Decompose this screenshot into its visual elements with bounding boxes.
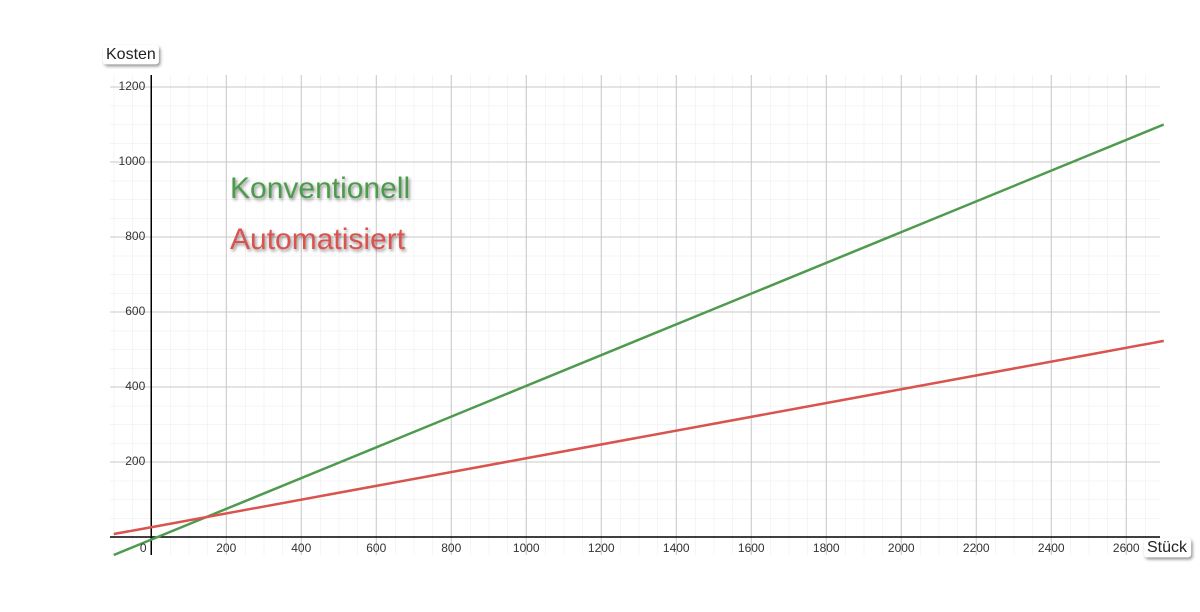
legend-entry: Konventionell xyxy=(230,172,410,205)
y-axis-title: Kosten xyxy=(106,46,156,63)
legend-entry: Automatisiert xyxy=(230,223,406,256)
x-tick-label: 400 xyxy=(291,541,311,555)
series-line xyxy=(113,339,1164,536)
x-tick-label: 0 xyxy=(140,541,147,555)
y-tick-label: 800 xyxy=(125,229,145,243)
x-tick-label: 1800 xyxy=(813,541,840,555)
x-tick-label: 2000 xyxy=(888,541,915,555)
x-axis-title-box xyxy=(1144,538,1192,558)
x-tick-label: 2600 xyxy=(1113,541,1140,555)
minor-grid xyxy=(110,75,1160,555)
y-tick-label: 1000 xyxy=(119,154,146,168)
y-axis-title-box xyxy=(103,45,159,65)
x-tick-label: 2400 xyxy=(1038,541,1065,555)
x-tick-label: 1600 xyxy=(738,541,765,555)
series-line xyxy=(113,123,1165,557)
x-tick-label: 2200 xyxy=(963,541,990,555)
x-tick-label: 600 xyxy=(366,541,386,555)
x-tick-label: 800 xyxy=(441,541,461,555)
x-tick-label: 200 xyxy=(216,541,236,555)
x-tick-label: 1200 xyxy=(588,541,615,555)
y-tick-label: 1200 xyxy=(119,79,146,93)
x-tick-label: 1000 xyxy=(513,541,540,555)
x-axis-title-group: Stück xyxy=(1144,538,1192,558)
y-tick-label: 400 xyxy=(125,379,145,393)
y-tick-label: 600 xyxy=(125,304,145,318)
y-tick-label: 200 xyxy=(125,454,145,468)
x-tick-label: 1400 xyxy=(663,541,690,555)
x-axis-title: Stück xyxy=(1147,539,1188,556)
y-axis-title-group: Kosten xyxy=(103,45,159,65)
